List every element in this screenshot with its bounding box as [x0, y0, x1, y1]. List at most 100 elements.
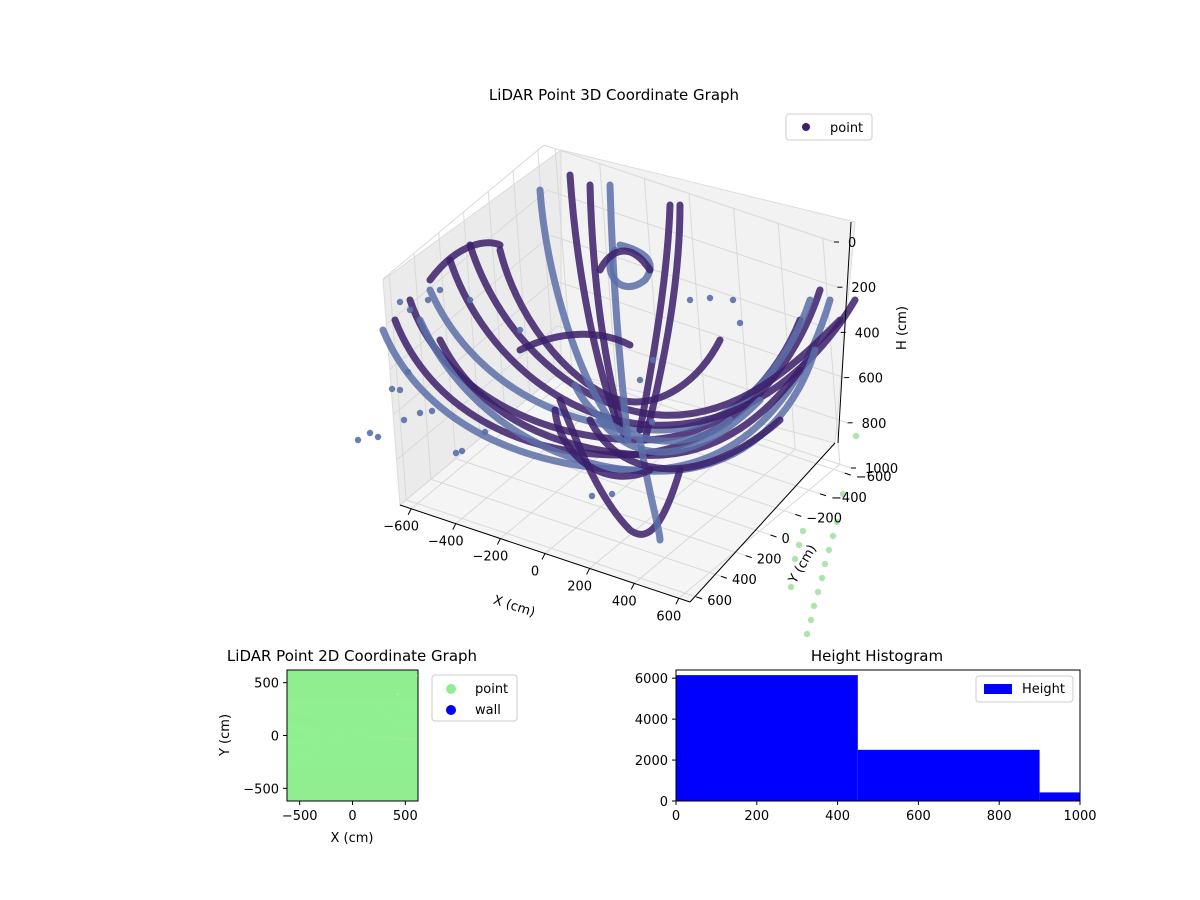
y-axis-label-2d: Y (cm) — [218, 714, 233, 757]
x-tick-label-hist: 400 — [825, 809, 850, 824]
legend-2d-wall-marker — [446, 705, 456, 715]
grid-line — [599, 163, 618, 390]
point-cloud-curve — [586, 181, 629, 444]
y-tick-label-2d: −500 — [243, 782, 279, 797]
spill-point — [829, 532, 837, 540]
x-tick-label-hist: 600 — [906, 809, 931, 824]
x-tick-label: 200 — [567, 579, 592, 594]
point-cloud-curve — [426, 239, 504, 284]
point-cloud-curve — [586, 416, 784, 473]
x-tick-label-hist: 0 — [672, 809, 680, 824]
spill-point — [821, 560, 829, 568]
point-marker — [686, 296, 694, 304]
spill-point — [852, 432, 860, 440]
y-axis-label: Y (cm) — [785, 542, 820, 587]
y-tick-mark — [745, 555, 752, 559]
spill-point — [825, 546, 833, 554]
scatter-2d-points — [287, 670, 418, 801]
histogram-bar — [857, 749, 1040, 801]
chart-3d-title: LiDAR Point 3D Coordinate Graph — [489, 86, 739, 104]
x-tick-label-hist: 1000 — [1063, 809, 1096, 824]
grid-line — [633, 448, 796, 584]
point-marker — [374, 433, 382, 441]
point-cloud-curve — [606, 241, 654, 290]
grid-line — [777, 223, 796, 450]
point-marker — [481, 428, 489, 436]
spill-point — [818, 574, 826, 582]
ticks-2d: −500 0 500 500 0 −500 — [243, 677, 417, 824]
spill-point — [839, 490, 847, 498]
y-tick-mark — [819, 493, 827, 497]
point-marker — [396, 386, 404, 394]
x-tick-mark — [541, 553, 546, 560]
x-tick-mark — [675, 598, 680, 605]
x-tick-mark — [496, 538, 501, 545]
point-marker — [436, 286, 444, 294]
x-axis-label-2d: X (cm) — [331, 831, 374, 846]
z-tick-label: 0 — [848, 236, 856, 251]
y-tick-label-hist: 6000 — [635, 672, 668, 687]
x-tick-label-2d: 0 — [348, 809, 356, 824]
x-tick-label: −600 — [383, 520, 419, 535]
legend-2d: point wall — [431, 674, 518, 722]
point-marker-2d — [295, 713, 305, 723]
legend-histogram-swatch — [984, 684, 1012, 694]
x-tick-mark — [586, 568, 591, 575]
point-cloud-curve — [551, 406, 654, 480]
point-cloud-curve — [571, 381, 734, 445]
legend-2d-point-marker — [446, 684, 456, 694]
point-marker — [649, 356, 657, 364]
y-tick-label: 600 — [707, 594, 732, 609]
chart-3d: LiDAR Point 3D Coordinate Graph −600 −400… — [354, 86, 910, 638]
z-tick-label: 400 — [855, 326, 880, 341]
y-tick-label: 0 — [782, 532, 790, 547]
point-marker — [458, 447, 466, 455]
spill-point — [833, 518, 841, 526]
point-cloud-curve — [636, 201, 674, 434]
point-marker-2d — [287, 711, 297, 721]
y-tick-label-hist: 4000 — [635, 713, 668, 728]
point-cloud-curve — [636, 436, 664, 544]
spill-point — [810, 602, 818, 610]
grid-line — [388, 273, 407, 500]
point-cloud-curve — [641, 201, 684, 444]
point-cloud-curve — [516, 330, 634, 354]
x-tick-label-2d: 500 — [393, 809, 418, 824]
y-tick-label-2d: 0 — [271, 730, 279, 745]
point-marker — [636, 376, 644, 384]
y-tick-mark — [696, 596, 703, 600]
x-tick-label-hist: 800 — [987, 809, 1012, 824]
y-tick-label: −600 — [856, 470, 892, 485]
legend-3d: point — [785, 113, 873, 141]
legend-2d-point-label: point — [475, 682, 508, 697]
y-tick-mark — [795, 513, 802, 517]
chart-2d: LiDAR Point 2D Coordinate Graph −500 0 500… — [218, 647, 518, 846]
x-tick-label-2d: −500 — [282, 809, 318, 824]
point-cloud-curve — [466, 241, 844, 419]
point-cloud-curve — [596, 396, 764, 456]
legend-3d-marker — [802, 123, 810, 131]
grid-line — [512, 170, 531, 397]
z-tick-label: 800 — [862, 417, 887, 432]
grid-line — [455, 458, 746, 557]
spill-point — [799, 527, 807, 535]
x-tick-label: 0 — [531, 565, 539, 580]
x-tick-label: −400 — [428, 535, 464, 550]
point-streak — [293, 735, 353, 801]
ticks-3d: −600−400−2000200400600−600−400−200020040… — [383, 236, 898, 624]
grid-line — [547, 189, 838, 288]
point-marker-2d — [395, 685, 405, 695]
grid-line — [678, 463, 841, 599]
grid-line — [688, 193, 707, 420]
histogram-title: Height Histogram — [811, 647, 943, 665]
x-tick-label: 400 — [612, 594, 637, 609]
point-marker — [366, 429, 374, 437]
point-marker — [388, 385, 396, 393]
histogram-bar — [1039, 792, 1080, 801]
y-tick-label: 200 — [757, 553, 782, 568]
spill-point — [791, 555, 799, 563]
y-tick-label-2d: 500 — [254, 677, 279, 692]
x-tick-mark — [630, 583, 635, 590]
x-axis-label: X (cm) — [491, 593, 537, 621]
